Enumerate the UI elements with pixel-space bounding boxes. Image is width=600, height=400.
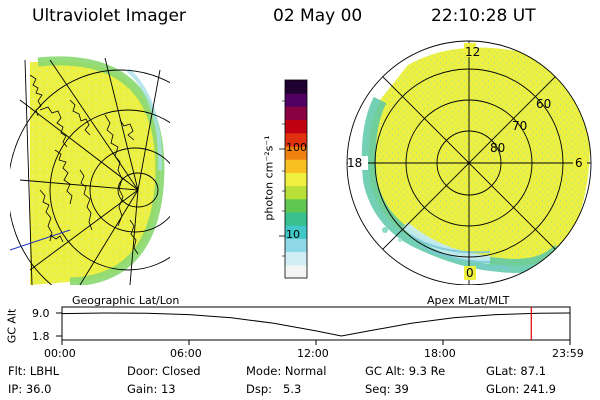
timeline-ylabel: GC Alt (5, 308, 19, 344)
timeline-xtick-0000: 00:00 (44, 347, 76, 360)
mlt-label-12: 12 (465, 45, 481, 59)
timeline-xtick-1800: 18:00 (424, 347, 456, 360)
altitude-curve (61, 312, 570, 337)
colorbar-segment (285, 212, 307, 226)
timeline-ytick-min: 1.8 (32, 330, 50, 343)
mlat-label-70: 70 (512, 119, 528, 133)
mlt-label-6: 6 (575, 156, 583, 170)
image-time: 22:10:28 UT (431, 6, 536, 26)
info-ip: IP: 36.0 (8, 382, 52, 396)
geographic-projection-panel (10, 56, 170, 285)
magnetic-local-time-panel (346, 40, 592, 285)
mlat-label-60: 60 (536, 97, 552, 111)
colorbar-segment (285, 106, 307, 121)
info-door: Door: Closed (127, 364, 201, 378)
info-flt: Flt: LBHL (8, 364, 60, 378)
info-glat: GLat: 87.1 (486, 364, 547, 378)
colorbar-segment (285, 264, 307, 279)
colorbar-segment (285, 80, 307, 94)
colorbar-segment (285, 93, 307, 107)
colorbar-tick-10: 10 (286, 228, 300, 241)
colorbar-segment (285, 119, 307, 134)
colorbar-segment (285, 172, 307, 187)
info-dsp: Dsp: 5.3 (246, 382, 302, 396)
instrument-title: Ultraviolet Imager (32, 6, 186, 26)
colorbar-segment (285, 251, 307, 266)
mlt-label-0: 0 (466, 266, 474, 280)
colorbar-segment (285, 159, 307, 173)
mlt-label-18: 18 (347, 156, 363, 170)
intensity-colorbar (279, 79, 308, 279)
info-glon: GLon: 241.9 (486, 382, 556, 396)
info-gc-alt: GC Alt: 9.3 Re (365, 364, 446, 378)
info-seq: Seq: 39 (365, 382, 409, 396)
colorbar-segment (285, 225, 307, 239)
magnetic-panel-label: Apex MLat/MLT (427, 294, 510, 307)
timeline-ytick-max: 9.0 (32, 307, 50, 320)
colorbar-segment (285, 132, 307, 147)
colorbar-segment (285, 198, 307, 213)
colorbar-unit-label: photon cm⁻²s⁻¹ (262, 135, 276, 221)
timeline-xtick-1200: 12:00 (297, 347, 329, 360)
colorbar-tick-100: 100 (286, 141, 307, 154)
timeline-xtick-2359: 23:59 (552, 347, 584, 360)
info-mode: Mode: Normal (246, 364, 327, 378)
colorbar-segment (285, 238, 307, 253)
image-date: 02 May 00 (273, 6, 363, 26)
colorbar-segment (285, 185, 307, 200)
colorbar-segment (285, 146, 307, 160)
info-gain: Gain: 13 (127, 382, 176, 396)
altitude-timeline (56, 306, 571, 345)
geographic-panel-label: Geographic Lat/Lon (72, 294, 180, 307)
timeline-xtick-0600: 06:00 (170, 347, 202, 360)
mlat-label-80: 80 (490, 141, 506, 155)
